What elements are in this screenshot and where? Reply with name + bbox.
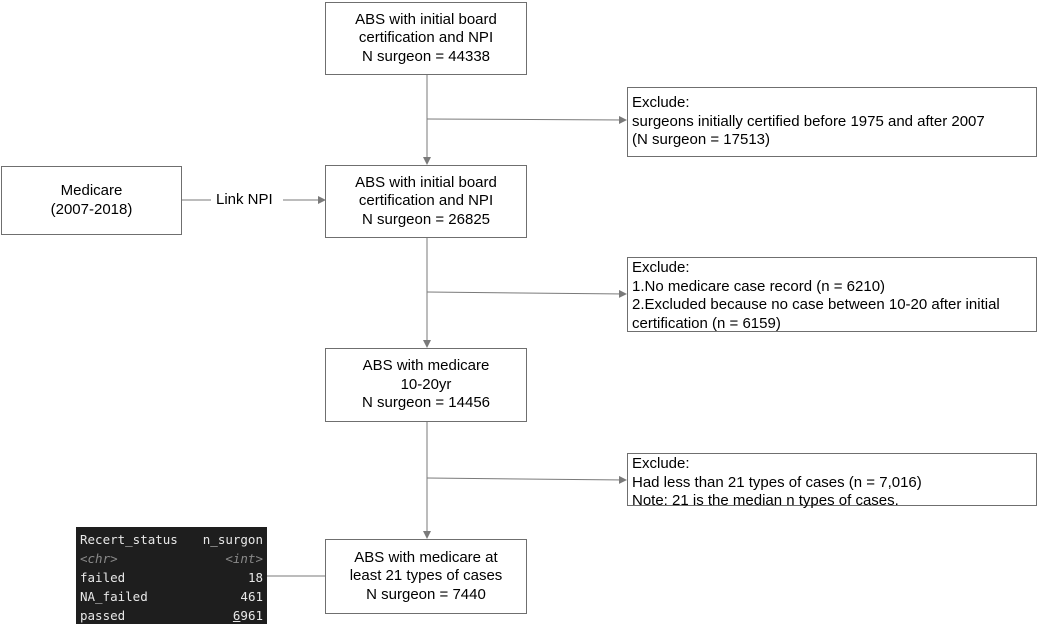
exclude-line: Exclude: — [632, 455, 690, 472]
column-header: n_surgon — [202, 532, 263, 547]
box-line: N surgeon = 44338 — [361, 47, 490, 65]
box-line: certification and NPI — [358, 192, 494, 210]
exclude-line: certification (n = 6159) — [632, 314, 781, 332]
box-line: least 21 types of cases — [349, 567, 503, 585]
box-initial-cert: ABS with initial board certification and… — [325, 2, 527, 75]
count-cell: 461 — [240, 589, 263, 604]
box-line: certification and NPI — [358, 29, 494, 47]
count-cell: 6961 — [233, 606, 263, 625]
exclude-line: 1.No medicare case record (n = 6210) — [632, 277, 886, 295]
arrow-to-exclude-1 — [426, 115, 627, 124]
status-cell: failed — [80, 570, 126, 585]
exclude-line: Note: 21 is the median n types of cases. — [632, 492, 899, 509]
column-type: <chr> — [80, 551, 118, 566]
arrow-to-exclude-2 — [426, 289, 627, 298]
recert-status-table: Recert_status n_surgon <chr> <int> faile… — [76, 527, 267, 624]
status-cell: passed — [80, 608, 126, 623]
box-line: N surgeon = 14456 — [361, 394, 490, 412]
table-type-row: <chr> <int> — [80, 549, 263, 568]
box-line: Medicare — [60, 182, 123, 199]
column-header: Recert_status — [80, 532, 178, 547]
box-line: N surgeon = 26825 — [361, 210, 490, 228]
exclude-line: (N surgeon = 17513) — [632, 131, 771, 148]
exclude-box-1: Exclude: surgeons initially certified be… — [627, 87, 1037, 157]
table-row: passed 6961 — [80, 606, 263, 625]
exclude-line: Exclude: — [632, 259, 690, 276]
box-line: ABS with medicare — [362, 357, 490, 375]
link-npi-label: Link NPI — [214, 191, 275, 208]
box-final-cohort: ABS with medicare at least 21 types of c… — [325, 539, 527, 614]
count-cell: 18 — [247, 570, 263, 585]
count-digits: 961 — [240, 608, 263, 623]
status-cell: NA_failed — [80, 589, 148, 604]
exclude-box-2: Exclude: 1.No medicare case record (n = … — [627, 257, 1037, 332]
box-line: N surgeon = 7440 — [366, 585, 486, 603]
arrow-to-exclude-3 — [426, 475, 627, 484]
table-row: failed 18 — [80, 568, 263, 587]
exclude-line: surgeons initially certified before 1975… — [632, 112, 985, 130]
box-line: (2007-2018) — [50, 200, 133, 218]
table-header-row: Recert_status n_surgon — [80, 530, 263, 549]
box-initial-cert-filtered: ABS with initial board certification and… — [325, 165, 527, 238]
table-row: NA_failed 461 — [80, 587, 263, 606]
exclude-line: Exclude: — [632, 94, 690, 111]
count-digit-underlined: 6 — [232, 608, 241, 623]
column-type: <int> — [225, 551, 263, 566]
exclude-line: Had less than 21 types of cases (n = 7,0… — [632, 473, 922, 491]
box-line: ABS with initial board — [355, 10, 497, 28]
box-line: ABS with medicare at — [354, 548, 498, 566]
box-medicare-source: Medicare (2007-2018) — [1, 166, 182, 235]
box-medicare-10-20yr: ABS with medicare 10-20yr N surgeon = 14… — [325, 348, 527, 422]
exclude-box-3: Exclude: Had less than 21 types of cases… — [627, 453, 1037, 509]
box-line: 10-20yr — [400, 375, 452, 393]
box-line: ABS with initial board — [355, 173, 497, 191]
exclude-line: 2.Excluded because no case between 10-20… — [632, 296, 1000, 313]
